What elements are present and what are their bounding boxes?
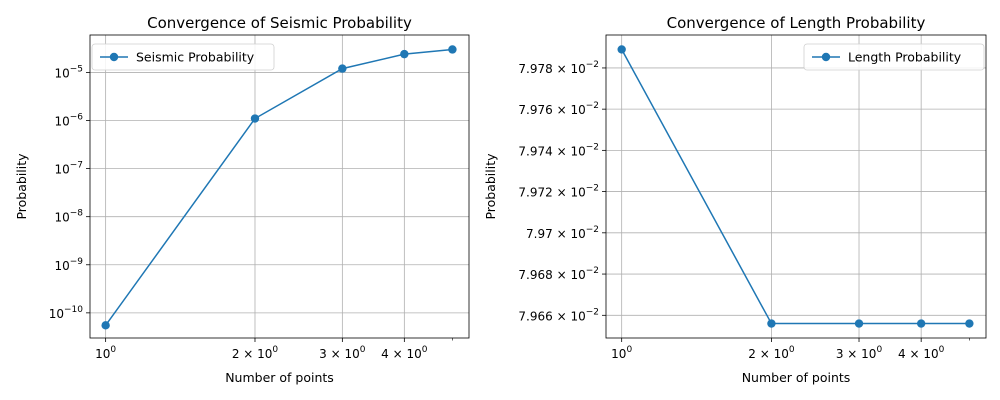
data-point xyxy=(250,114,260,123)
series-line xyxy=(105,48,453,326)
data-point xyxy=(101,321,110,330)
data-point xyxy=(965,319,974,328)
y-tick-label: 10−7 xyxy=(54,161,83,177)
y-axis-label: Probability xyxy=(483,153,498,220)
data-point xyxy=(767,319,776,328)
plot-frame xyxy=(89,34,470,339)
x-tick-label: 2 × 100 xyxy=(232,345,279,361)
x-tick-label: 100 xyxy=(95,345,116,361)
data-point xyxy=(400,49,409,59)
plot-frame xyxy=(605,34,987,339)
legend-label: Length Probability xyxy=(848,50,962,65)
chart-title: Convergence of Length Probability xyxy=(667,14,926,32)
y-tick-label: 7.976 × 10−2 xyxy=(518,101,599,117)
x-axis-label: Number of points xyxy=(742,370,851,385)
x-tick-label: 2 × 100 xyxy=(748,345,795,361)
legend-marker xyxy=(821,52,831,62)
chart-2: Convergence of Length Probability 100 2 × … xyxy=(483,14,987,385)
legend-box xyxy=(803,43,985,71)
y-tick-label: 10−8 xyxy=(54,209,83,225)
y-tick-label: 7.972 × 10−2 xyxy=(518,184,599,200)
y-tick-label: 10−9 xyxy=(54,257,83,273)
legend-box xyxy=(91,43,275,71)
data-point xyxy=(617,45,626,54)
chart-title: Convergence of Seismic Probability xyxy=(147,14,412,32)
y-tick-label: 7.968 × 10−2 xyxy=(518,266,599,282)
series-line xyxy=(621,49,970,325)
legend: Seismic Probability xyxy=(91,43,275,71)
data-point xyxy=(338,64,347,73)
chart-1: Convergence of Seismic Probability 100 2 ×… xyxy=(14,14,470,385)
x-axis-label: Number of points xyxy=(225,370,334,385)
x-tick-label: 4 × 100 xyxy=(898,345,945,361)
x-tick-label: 3 × 100 xyxy=(836,345,883,361)
y-tick-label: 10−5 xyxy=(54,64,83,80)
x-tick-label: 3 × 100 xyxy=(319,345,366,361)
y-tick-label: 7.97 × 10−2 xyxy=(526,225,599,241)
y-tick-label: 7.974 × 10−2 xyxy=(518,142,599,158)
legend-marker xyxy=(109,52,119,62)
y-axis-label: Probability xyxy=(14,153,29,220)
legend: Length Probability xyxy=(803,43,985,71)
y-tick-label: 10−6 xyxy=(54,113,83,129)
x-tick-label: 4 × 100 xyxy=(381,345,428,361)
x-tick-label: 100 xyxy=(611,345,632,361)
y-tick-label: 7.978 × 10−2 xyxy=(518,60,599,76)
y-tick-label: 7.966 × 10−2 xyxy=(518,307,599,323)
legend-label: Seismic Probability xyxy=(136,50,255,65)
data-point xyxy=(854,319,864,328)
data-point xyxy=(916,319,926,328)
y-tick-label: 10−10 xyxy=(49,305,84,321)
data-point xyxy=(448,45,457,54)
